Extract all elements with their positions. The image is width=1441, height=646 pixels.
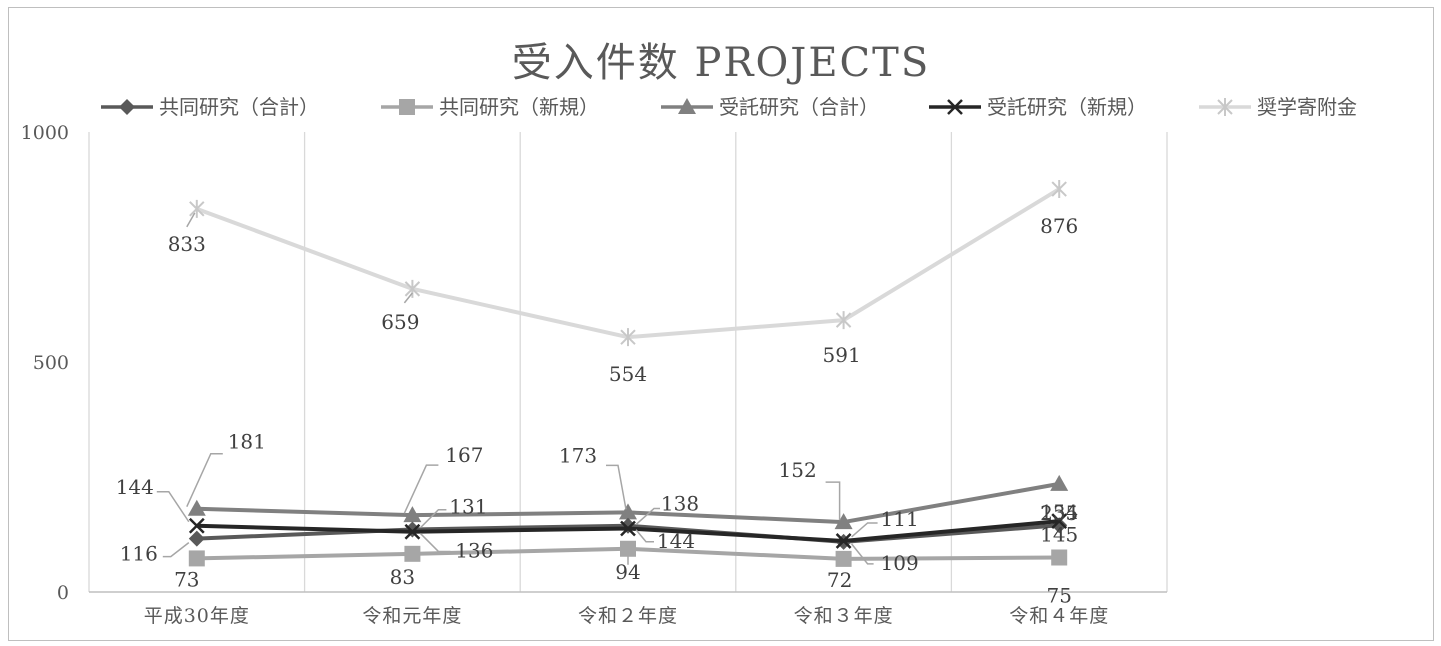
data-label-kyodo_total: 136 — [455, 538, 493, 562]
data-point-shogaku — [1051, 180, 1067, 199]
data-point-jutaku_total — [834, 513, 853, 530]
series-lines — [187, 180, 1069, 567]
x-tick-label: 令和２年度 — [578, 605, 678, 627]
data-label-shogaku: 833 — [168, 232, 206, 256]
legend-label: 奨学寄附金 — [1257, 95, 1357, 119]
data-label-kyodo_new: 72 — [827, 568, 852, 592]
label-leader-line — [635, 529, 654, 543]
legend-marker — [1217, 98, 1233, 116]
label-leader-line — [403, 292, 413, 304]
data-point-kyodo_new — [188, 550, 205, 567]
data-label-kyodo_new: 94 — [615, 560, 640, 584]
data-label-kyodo_new: 83 — [390, 565, 415, 589]
data-label-jutaku_new: 111 — [881, 507, 919, 531]
label-leader-line — [403, 464, 439, 514]
legend-marker — [399, 99, 415, 115]
data-point-jutaku_new — [404, 523, 421, 540]
data-label-jutaku_total: 167 — [445, 443, 483, 467]
data-label-kyodo_total: 109 — [881, 551, 919, 575]
data-label-jutaku_total: 173 — [559, 443, 597, 467]
label-leader-line — [419, 508, 447, 529]
legend-label: 共同研究（合計） — [159, 95, 319, 119]
data-label-jutaku_new: 144 — [116, 475, 154, 499]
data-point-jutaku_total — [187, 499, 206, 516]
data-label-shogaku: 591 — [823, 343, 861, 367]
legend-item-kyodo_total: 共同研究（合計） — [101, 95, 319, 119]
data-label-kyodo_total: 145 — [1040, 522, 1078, 546]
y-tick-label: 500 — [33, 352, 69, 374]
data-label-jutaku_new: 131 — [449, 495, 487, 519]
chart-area: 受入件数 PROJECTS 共同研究（合計） 共同研究（新規） 受託研究（合計） 受託… — [8, 7, 1434, 641]
legend-item-shogaku: 奨学寄附金 — [1199, 95, 1357, 119]
chart-title: 受入件数 PROJECTS — [512, 40, 930, 86]
data-point-jutaku_total — [619, 503, 637, 520]
data-label-shogaku: 554 — [609, 362, 647, 386]
legend: 共同研究（合計） 共同研究（新規） 受託研究（合計） 受託研究（新規） 奨学寄附金 — [101, 95, 1357, 119]
label-leader-line — [851, 543, 874, 565]
data-point-jutaku_total — [1050, 474, 1069, 491]
data-point-jutaku_new — [1051, 513, 1068, 530]
legend-label: 共同研究（新規） — [439, 95, 599, 119]
data-label-shogaku: 876 — [1040, 214, 1078, 238]
data-point-jutaku_new — [620, 520, 636, 537]
data-point-shogaku — [620, 328, 636, 347]
data-point-shogaku — [835, 311, 852, 330]
line-chart: 受入件数 PROJECTS 共同研究（合計） 共同研究（新規） 受託研究（合計） 受託… — [21, 40, 1357, 627]
legend-marker — [947, 99, 963, 115]
data-point-kyodo_total — [620, 517, 636, 534]
x-tick-label: 平成30年度 — [144, 605, 250, 627]
data-label-kyodo_new: 75 — [1046, 584, 1071, 608]
legend-item-kyodo_new: 共同研究（新規） — [381, 95, 599, 119]
data-label-jutaku_total: 152 — [779, 458, 817, 482]
label-leader-line — [156, 491, 190, 523]
data-label-kyodo_total: 116 — [120, 542, 158, 566]
data-labels: 116 136 144 109 145 73 83 94 72 75 181 167 173 152 235… — [116, 212, 1078, 608]
data-point-shogaku — [404, 279, 421, 298]
axes: 0 500 1000 平成30年度 令和元年度 令和２年度 令和３年度 令和４年度 — [21, 122, 1167, 627]
label-leader-line — [186, 212, 196, 228]
data-point-jutaku_new — [188, 517, 205, 534]
legend-item-jutaku_new: 受託研究（新規） — [929, 95, 1147, 119]
label-leader-line — [186, 452, 223, 508]
data-point-kyodo_new — [1051, 549, 1068, 566]
data-label-shogaku: 659 — [381, 310, 419, 334]
label-leader-line — [606, 464, 627, 510]
legend-item-jutaku_total: 受託研究（合計） — [661, 95, 879, 119]
data-point-kyodo_new — [404, 545, 421, 562]
data-label-kyodo_total: 144 — [657, 529, 695, 553]
legend-label: 受託研究（合計） — [719, 95, 879, 119]
label-leader-line — [635, 507, 660, 526]
series-line-shogaku — [196, 187, 1061, 340]
data-point-shogaku — [189, 199, 205, 218]
data-point-jutaku_new — [835, 533, 852, 549]
data-label-jutaku_new: 138 — [661, 492, 699, 516]
data-point-kyodo_new — [835, 550, 852, 567]
legend-marker — [678, 98, 696, 114]
y-tick-label: 1000 — [21, 122, 69, 144]
data-point-kyodo_total — [188, 530, 205, 547]
data-point-jutaku_total — [403, 506, 422, 523]
label-leader-line — [419, 532, 451, 553]
legend-label: 受託研究（新規） — [987, 95, 1147, 119]
data-label-kyodo_new: 73 — [174, 567, 199, 591]
x-tick-label: 令和３年度 — [794, 605, 894, 627]
y-tick-label: 0 — [57, 582, 69, 604]
label-leader-line — [851, 522, 878, 538]
data-label-jutaku_total: 235 — [1040, 501, 1078, 525]
x-tick-label: 令和４年度 — [1009, 605, 1109, 627]
x-tick-label: 令和元年度 — [362, 605, 462, 627]
data-label-jutaku_total: 181 — [228, 430, 266, 454]
label-leader-line — [825, 481, 841, 521]
label-leader-line — [162, 542, 190, 558]
data-label-jutaku_new: 154 — [1040, 500, 1078, 524]
data-point-kyodo_total — [404, 521, 421, 538]
data-point-kyodo_new — [620, 540, 636, 557]
legend-marker — [119, 99, 135, 115]
